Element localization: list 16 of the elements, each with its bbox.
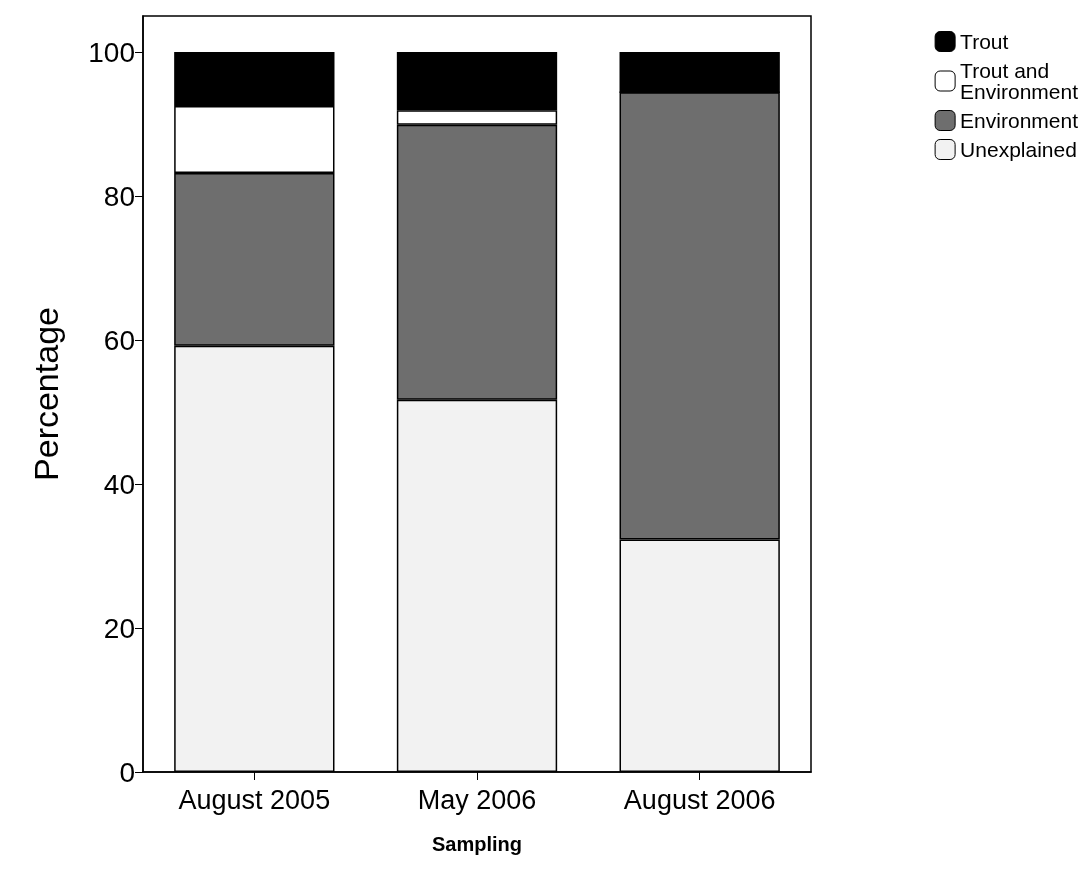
y-tick-label: 80	[103, 180, 135, 212]
x-axis-title: Sampling	[431, 833, 523, 855]
text: Environment	[960, 109, 1078, 132]
legend-label: Trout	[960, 30, 1009, 53]
y-tick-label: 60	[103, 324, 135, 356]
text: Trout and	[960, 59, 1050, 82]
y-axis-title: Percentage	[27, 307, 65, 481]
legend-label: Unexplained	[960, 138, 1077, 161]
y-tick-label: 40	[103, 468, 135, 500]
y-tick-label: 0	[119, 756, 135, 788]
x-tick-label: August 2005	[178, 784, 331, 815]
y-tick-label: 100	[88, 36, 135, 68]
y-tick-label: 20	[103, 612, 135, 644]
legend-label: Environment	[960, 80, 1079, 103]
x-tick-label: August 2006	[623, 784, 776, 815]
x-tick-label: May 2006	[417, 784, 537, 815]
